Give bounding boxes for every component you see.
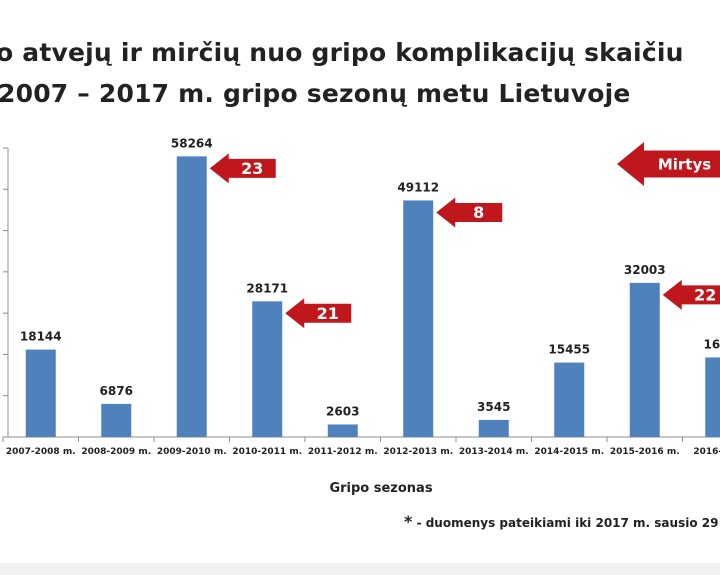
death-count-arrow <box>662 279 720 310</box>
bar <box>176 156 207 437</box>
death-count-arrow-label: 8 <box>473 203 484 222</box>
x-tick-label: 2014-2015 m. <box>534 447 604 457</box>
chart-title-line-1: o atvejų ir mirčių nuo gripo komplikacij… <box>0 38 684 67</box>
bar <box>101 403 132 437</box>
bar <box>327 424 358 437</box>
x-tick-label: 2007-2008 m. <box>6 447 76 457</box>
footnote-text: - duomenys pateikiami iki 2017 m. sausio… <box>416 516 720 530</box>
bar-value-label: 6876 <box>100 384 133 398</box>
x-tick-label: 2010-2011 m. <box>232 447 302 457</box>
x-tick-label: 2013-2014 m. <box>459 447 529 457</box>
chart-title-line-2: 2007 – 2017 m. gripo sezonų metu Lietuvo… <box>0 79 631 108</box>
slide: 18144 2007-2008 m. 6876 2008-2009 m. 58264 20… <box>0 0 720 563</box>
bar-value-label: 49112 <box>397 180 439 194</box>
bar-value-label: 3545 <box>477 400 510 414</box>
footnote-star: * <box>404 512 413 531</box>
bar <box>403 200 434 437</box>
x-tick-label: 2011-2012 m. <box>308 447 378 457</box>
bar-value-label: 2603 <box>326 404 359 418</box>
bar-value-label: 1651 <box>704 337 720 351</box>
footnote: * - duomenys pateikiami iki 2017 m. saus… <box>404 512 720 531</box>
bar <box>25 349 56 437</box>
bar-value-label: 32003 <box>624 263 666 277</box>
x-tick-label: 2009-2010 m. <box>157 447 227 457</box>
bar-value-label: 58264 <box>171 136 213 150</box>
x-tick-label: 2015-2016 m. <box>610 447 680 457</box>
death-count-arrow <box>285 298 352 329</box>
bar <box>705 357 720 437</box>
x-tick-label: 2008-2009 m. <box>81 447 151 457</box>
death-count-arrow-label: 21 <box>317 304 339 323</box>
x-tick-label: 2016-2017 <box>693 447 720 457</box>
death-count-arrow-label: 22 <box>694 286 716 305</box>
x-tick-label: 2012-2013 m. <box>383 447 453 457</box>
bar-value-label: 18144 <box>20 330 62 344</box>
bar <box>554 362 585 437</box>
bar <box>478 419 509 437</box>
bar <box>629 282 660 437</box>
bar-value-label: 15455 <box>548 343 590 357</box>
deaths-legend-arrow-label: Mirtys <box>658 155 711 173</box>
x-axis-title: Gripo sezonas <box>329 481 432 496</box>
death-count-arrow <box>209 153 276 184</box>
death-count-arrow <box>436 197 503 228</box>
death-count-arrow-label: 23 <box>241 159 263 178</box>
deaths-legend-arrow <box>617 142 720 186</box>
bar-value-label: 28171 <box>246 281 288 295</box>
bar <box>252 301 283 437</box>
flu-cases-chart: 18144 2007-2008 m. 6876 2008-2009 m. 58264 20… <box>2 136 720 496</box>
